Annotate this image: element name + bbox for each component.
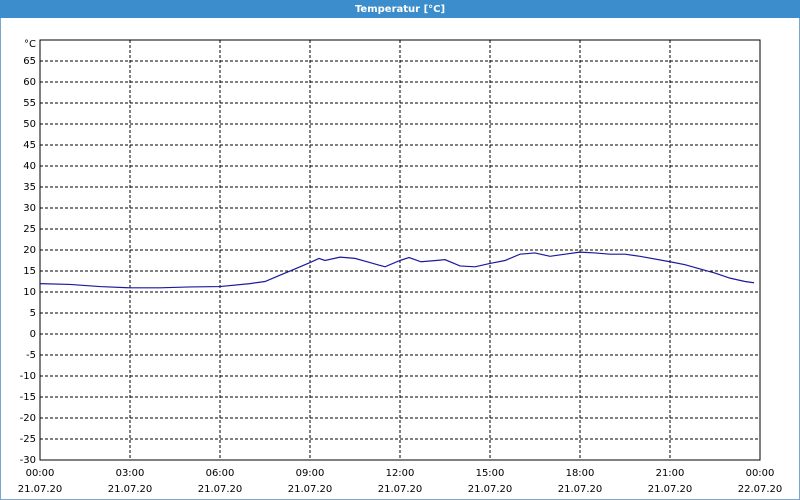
- x-tick-label: 00:00: [26, 468, 55, 479]
- plot-border: [39, 39, 761, 461]
- y-tick-label: 10: [23, 287, 36, 298]
- y-tick-label: -30: [20, 455, 36, 466]
- y-tick-label: 35: [23, 182, 36, 193]
- y-tick-label: 30: [23, 203, 36, 214]
- x-tick-date: 21.07.20: [108, 484, 153, 495]
- y-tick-label: -15: [20, 392, 36, 403]
- y-tick-label: 0: [30, 329, 36, 340]
- title-bar: [0, 0, 800, 18]
- x-tick-date: 21.07.20: [648, 484, 693, 495]
- x-tick-label: 00:00: [746, 468, 775, 479]
- y-tick-label: 50: [23, 119, 36, 130]
- x-tick-label: 18:00: [566, 468, 595, 479]
- y-tick-label: -25: [20, 434, 36, 445]
- y-tick-label: 15: [23, 266, 36, 277]
- y-tick-label: 40: [23, 161, 36, 172]
- x-tick-date: 21.07.20: [288, 484, 333, 495]
- y-tick-label: -20: [20, 413, 36, 424]
- chart-title: Temperatur [°C]: [355, 4, 445, 15]
- y-tick-label: -10: [20, 371, 36, 382]
- y-tick-label: 65: [23, 56, 36, 67]
- x-tick-date: 21.07.20: [558, 484, 603, 495]
- x-tick-label: 03:00: [116, 468, 145, 479]
- data-line: [39, 251, 755, 289]
- x-tick-date: 21.07.20: [18, 484, 63, 495]
- x-tick-label: 09:00: [296, 468, 325, 479]
- y-tick-label: 45: [23, 140, 36, 151]
- y-tick-label: 60: [23, 77, 36, 88]
- y-tick-label: 25: [23, 224, 36, 235]
- x-tick-label: 21:00: [656, 468, 685, 479]
- y-tick-label: -5: [26, 350, 36, 361]
- x-tick-date: 21.07.20: [468, 484, 513, 495]
- plot-area: °C65605550454035302520151050-5-10-15-20-…: [18, 39, 783, 495]
- y-tick-label: 20: [23, 245, 36, 256]
- x-tick-label: 06:00: [206, 468, 235, 479]
- x-tick-label: 12:00: [386, 468, 415, 479]
- x-tick-date: 21.07.20: [378, 484, 423, 495]
- x-tick-date: 22.07.20: [738, 484, 783, 495]
- y-unit-label: °C: [24, 39, 36, 50]
- x-tick-date: 21.07.20: [198, 484, 243, 495]
- y-tick-label: 5: [30, 308, 36, 319]
- x-tick-label: 15:00: [476, 468, 505, 479]
- y-tick-label: 55: [23, 98, 36, 109]
